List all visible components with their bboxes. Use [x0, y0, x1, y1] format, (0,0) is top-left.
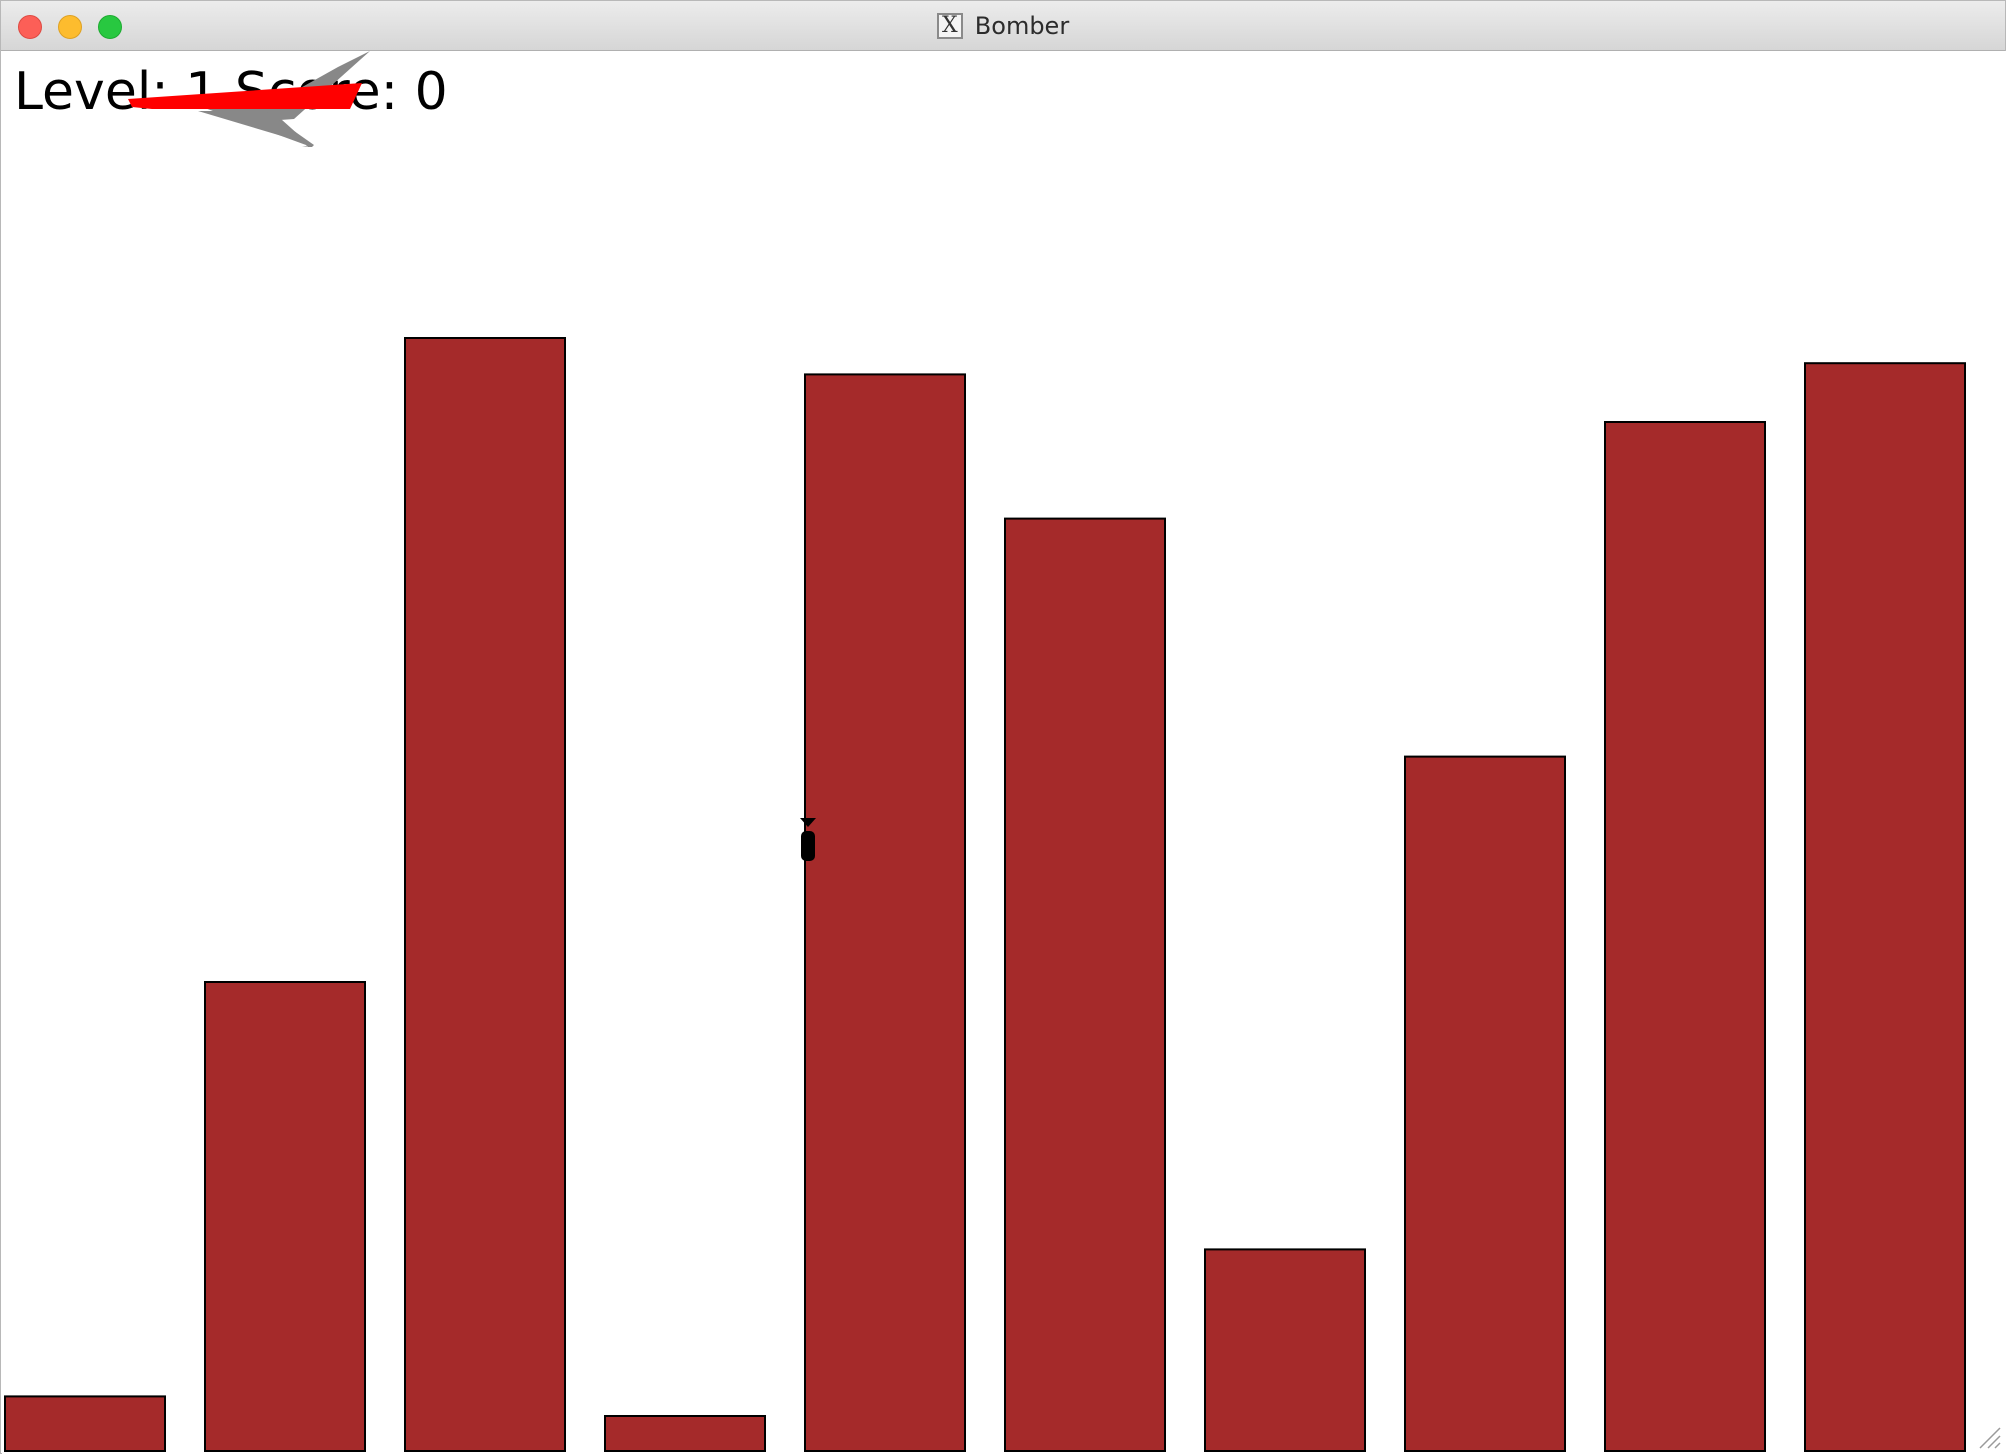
resize-grip-icon[interactable] — [1978, 1426, 2002, 1450]
buildings-group — [4, 337, 1966, 1453]
bomb-sprite — [800, 818, 816, 861]
building-2 — [204, 981, 366, 1452]
game-canvas[interactable]: Level: 1 Score: 0 — [2, 51, 2006, 1454]
building-5 — [804, 373, 966, 1452]
title-bar[interactable]: X Bomber — [1, 1, 2005, 51]
close-button[interactable] — [18, 15, 42, 39]
building-6 — [1004, 517, 1166, 1453]
game-svg — [4, 337, 1966, 1453]
maximize-button[interactable] — [98, 15, 122, 39]
window-title: Bomber — [974, 11, 1070, 40]
plane-body — [128, 83, 362, 109]
building-8 — [1404, 755, 1566, 1452]
building-1 — [4, 1395, 166, 1453]
plane-layer — [128, 51, 370, 147]
building-9 — [1604, 421, 1766, 1452]
x11-icon: X — [936, 12, 963, 39]
plane-sprite — [128, 51, 370, 147]
building-3 — [404, 337, 566, 1452]
bomb-body — [801, 831, 815, 861]
building-4 — [604, 1415, 766, 1452]
minimize-button[interactable] — [58, 15, 82, 39]
window-title-group: X Bomber — [1, 1, 2005, 50]
building-7 — [1204, 1248, 1366, 1453]
plane-wing-bottom — [202, 107, 314, 147]
bomb-fin — [800, 818, 816, 827]
building-10 — [1804, 362, 1966, 1453]
